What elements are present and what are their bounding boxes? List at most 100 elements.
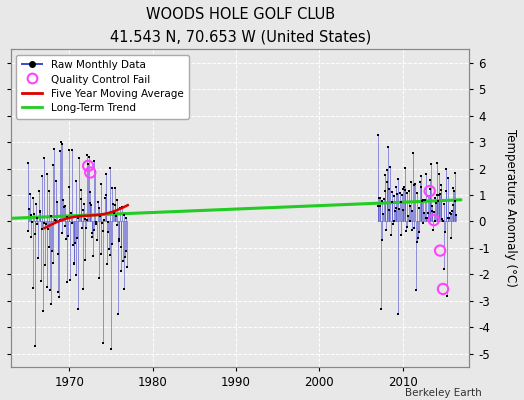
Point <box>84 160 92 167</box>
Point <box>441 228 449 235</box>
Point <box>410 181 419 188</box>
Point <box>117 268 126 274</box>
Point <box>417 184 425 190</box>
Point <box>35 188 43 194</box>
Point <box>24 160 32 166</box>
Point <box>111 185 119 191</box>
Point <box>90 158 99 164</box>
Point <box>403 190 412 196</box>
Point <box>400 184 408 190</box>
Point <box>434 198 442 204</box>
Point <box>414 229 423 235</box>
Point <box>38 226 47 233</box>
Point <box>122 214 130 221</box>
Point <box>447 211 455 217</box>
Point <box>408 227 417 234</box>
Point <box>443 292 451 299</box>
Point <box>80 201 88 207</box>
Point <box>430 217 438 223</box>
Point <box>420 210 428 216</box>
Point <box>28 285 37 292</box>
Point <box>84 163 92 169</box>
Point <box>105 252 114 258</box>
Point <box>40 220 49 226</box>
Point <box>429 227 438 233</box>
Point <box>413 190 421 197</box>
Point <box>452 212 460 218</box>
Point <box>419 220 428 226</box>
Point <box>56 216 64 223</box>
Point <box>101 195 109 201</box>
Point <box>104 229 113 235</box>
Point <box>432 199 440 206</box>
Point <box>425 177 434 183</box>
Point <box>380 196 388 202</box>
Point <box>391 204 400 211</box>
Point <box>49 161 58 168</box>
Point <box>397 232 406 238</box>
Point <box>415 205 423 212</box>
Point <box>73 214 82 221</box>
Point <box>67 146 75 153</box>
Point <box>439 286 447 292</box>
Point <box>381 172 389 178</box>
Point <box>451 198 460 204</box>
Point <box>106 165 115 171</box>
Point <box>383 179 391 186</box>
Point <box>74 306 83 312</box>
Point <box>377 306 385 312</box>
Point <box>374 132 382 139</box>
Point <box>102 192 111 199</box>
Point <box>405 188 413 194</box>
Point <box>55 294 63 300</box>
Point <box>390 218 398 225</box>
Point <box>411 181 419 188</box>
Point <box>75 212 84 219</box>
Point <box>89 253 97 259</box>
Point <box>424 192 432 199</box>
Point <box>43 226 52 232</box>
Point <box>88 230 96 236</box>
Point <box>431 218 440 224</box>
Point <box>439 217 447 224</box>
Point <box>421 214 430 221</box>
Point <box>112 212 120 219</box>
Point <box>123 264 131 270</box>
Point <box>412 239 421 245</box>
Point <box>428 208 436 214</box>
Point <box>447 208 456 214</box>
Point <box>64 233 72 240</box>
Point <box>440 201 449 207</box>
Point <box>46 286 54 293</box>
Point <box>24 228 32 234</box>
Point <box>99 340 107 346</box>
Point <box>118 204 126 210</box>
Point <box>418 198 426 204</box>
Y-axis label: Temperature Anomaly (°C): Temperature Anomaly (°C) <box>504 129 517 287</box>
Point <box>39 308 47 315</box>
Point <box>445 215 453 221</box>
Point <box>70 261 79 268</box>
Point <box>449 185 457 192</box>
Point <box>30 211 38 217</box>
Point <box>48 248 56 254</box>
Point <box>72 178 81 185</box>
Point <box>71 240 79 246</box>
Point <box>107 241 116 247</box>
Point <box>71 272 80 278</box>
Point <box>60 203 69 209</box>
Point <box>28 218 36 225</box>
Point <box>406 218 414 224</box>
Point <box>113 222 122 228</box>
Point <box>41 262 49 268</box>
Point <box>56 148 64 154</box>
Point <box>99 228 107 234</box>
Point <box>68 220 77 226</box>
Point <box>385 186 394 192</box>
Point <box>394 311 402 317</box>
Point <box>399 186 408 192</box>
Point <box>39 155 48 162</box>
Point <box>52 218 60 224</box>
Title: WOODS HOLE GOLF CLUB
41.543 N, 70.653 W (United States): WOODS HOLE GOLF CLUB 41.543 N, 70.653 W … <box>110 7 371 44</box>
Point <box>98 220 106 226</box>
